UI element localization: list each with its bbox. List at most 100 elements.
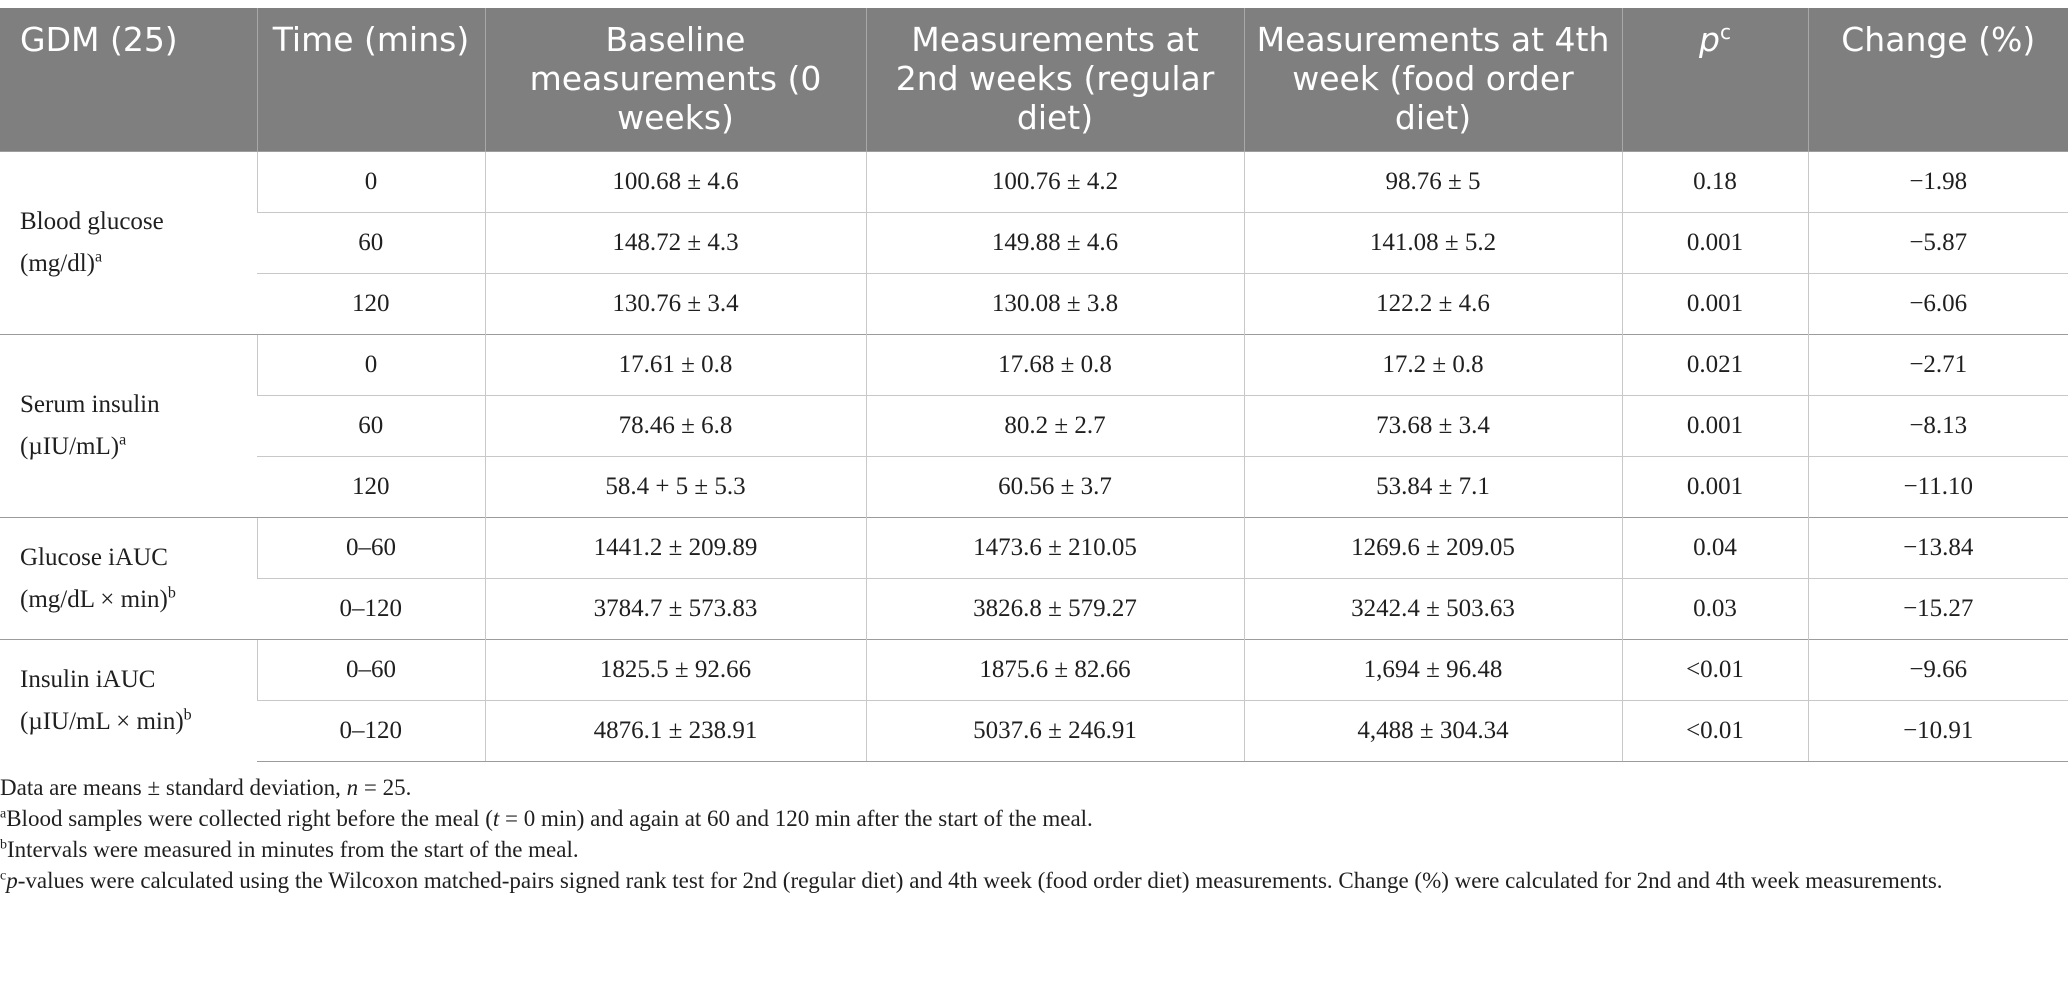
parameter-name: Glucose iAUC [20,543,168,571]
cell-change: −15.27 [1807,578,2068,640]
cell-change: −8.13 [1807,395,2068,457]
parameter-footnote-marker: b [183,706,192,724]
cell-change: −5.87 [1807,212,2068,274]
footnote-b: bIntervals were measured in minutes from… [0,834,2068,865]
footnote-a-prefix: Blood samples were collected right befor… [6,806,493,831]
cell-p: 0.001 [1621,456,1808,518]
cell-p: <0.01 [1621,700,1808,762]
table-row: Blood glucose (mg/dl)a 0 100.68 ± 4.6 100.76… [0,151,2068,335]
cell-week4: 1,694 ± 96.48 [1243,639,1622,701]
footnote-a-t: t [492,806,500,831]
cell-p: 0.04 [1621,517,1808,579]
header-p-sup: c [1719,20,1731,44]
cell-baseline: 3784.7 ± 573.83 [484,578,866,640]
footnote-c-text: -values were calculated using the Wilcox… [17,868,1943,893]
cell-baseline: 1825.5 ± 92.66 [484,639,866,701]
parameter-unit: (µIU/mL × min) [20,707,184,735]
cell-p: 0.03 [1621,578,1808,640]
header-change: Change (%) [1807,8,2068,152]
cell-change: −1.98 [1807,151,2068,213]
cell-baseline: 17.61 ± 0.8 [484,334,866,396]
cell-change: −2.71 [1807,334,2068,396]
cell-week2: 100.76 ± 4.2 [865,151,1244,213]
cell-time: 0 [256,334,485,396]
parameter-footnote-marker: b [167,584,176,602]
header-baseline: Baseline measurements (0 weeks) [484,8,866,152]
header-group: GDM (25) [0,8,257,152]
results-table: GDM (25) Time (mins) Baseline measuremen… [0,8,2068,762]
cell-p: 0.001 [1621,395,1808,457]
cell-time: 120 [257,273,485,335]
footnote-b-marker: b [0,837,7,853]
cell-week2: 1875.6 ± 82.66 [865,639,1244,701]
footnote-b-text: Intervals were measured in minutes from … [7,837,579,862]
cell-week4: 98.76 ± 5 [1243,151,1622,213]
cell-baseline: 148.72 ± 4.3 [484,212,866,274]
parameter-name: Serum insulin [20,391,160,418]
cell-time: 0–120 [257,700,485,762]
footnote-a-marker: a [0,806,7,822]
parameter-name: Insulin iAUC [20,665,156,693]
cell-change: −13.84 [1807,517,2068,579]
footnote-a-suffix: = 0 min) and again at 60 and 120 min aft… [499,806,1093,831]
cell-week4: 122.2 ± 4.6 [1243,273,1622,335]
cell-week2: 149.88 ± 4.6 [865,212,1244,274]
header-p-letter: p [1699,20,1720,59]
footnotes: Data are means ± standard deviation, n =… [0,762,2068,896]
cell-week4: 73.68 ± 3.4 [1243,395,1622,457]
cell-baseline: 78.46 ± 6.8 [484,395,866,457]
cell-week2: 1473.6 ± 210.05 [865,517,1244,579]
cell-baseline: 130.76 ± 3.4 [484,273,866,335]
cell-week2: 60.56 ± 3.7 [865,456,1244,518]
cell-baseline: 58.4 + 5 ± 5.3 [484,456,866,518]
cell-week4: 1269.6 ± 209.05 [1243,517,1622,579]
cell-change: −6.06 [1807,273,2068,335]
table-row: Serum insulin (µIU/mL)a 0 17.61 ± 0.8 17.68 … [0,334,2068,518]
cell-week4: 3242.4 ± 503.63 [1243,578,1622,640]
table-body: Blood glucose (mg/dl)a 0 100.68 ± 4.6 100.76… [0,151,2068,762]
results-table-container: GDM (25) Time (mins) Baseline measuremen… [0,8,2068,896]
cell-week2: 80.2 ± 2.7 [865,395,1244,457]
cell-baseline: 100.68 ± 4.6 [484,151,866,213]
cell-p: 0.001 [1621,273,1808,335]
footnote-data: Data are means ± standard deviation, n =… [0,772,2068,803]
parameter-name: Blood glucose [20,208,164,235]
cell-change: −9.66 [1807,639,2068,701]
footnote-data-suffix: = 25. [358,775,412,800]
footnote-data-prefix: Data are means ± standard deviation, [0,775,347,800]
header-week2: Measurements at 2nd weeks (regular diet) [865,8,1244,152]
cell-time: 0–60 [256,639,485,701]
cell-time: 0–120 [257,578,485,640]
parameter-unit: (mg/dL × min) [20,585,168,613]
footnote-c-marker: c [0,868,7,884]
cell-change: −11.10 [1807,456,2068,518]
cell-p: <0.01 [1621,639,1808,701]
cell-time: 60 [257,212,485,274]
header-row: GDM (25) Time (mins) Baseline measuremen… [0,8,2068,152]
cell-time: 60 [257,395,485,457]
cell-week4: 17.2 ± 0.8 [1243,334,1622,396]
parameter-label: Glucose iAUC (mg/dL × min)b [0,517,257,640]
table-row: Glucose iAUC (mg/dL × min)b 0–60 1441.2 ± 2… [0,517,2068,640]
cell-time: 120 [257,456,485,518]
cell-time: 0–60 [256,517,485,579]
parameter-unit: (mg/dl) [20,250,95,277]
parameter-footnote-marker: a [95,248,103,266]
cell-week4: 141.08 ± 5.2 [1243,212,1622,274]
header-week4: Measurements at 4th week (food order die… [1243,8,1622,152]
parameter-footnote-marker: a [119,431,127,449]
cell-baseline: 4876.1 ± 238.91 [484,700,866,762]
parameter-unit: (µIU/mL) [20,433,120,460]
table-row: 60 148.72 ± 4.3 149.88 ± 4.6 141.08 ± 5.2 0.… [0,212,2068,274]
footnote-c: cp-values were calculated using the Wilc… [0,865,2068,896]
cell-week2: 3826.8 ± 579.27 [865,578,1244,640]
footnote-a: aBlood samples were collected right befo… [0,803,2068,834]
cell-week2: 5037.6 ± 246.91 [865,700,1244,762]
cell-p: 0.18 [1621,151,1808,213]
header-time: Time (mins) [256,8,485,152]
table-row: 0–120 4876.1 ± 238.91 5037.6 ± 246.91 4,488… [0,700,2068,762]
cell-p: 0.001 [1621,212,1808,274]
cell-change: −10.91 [1807,700,2068,762]
footnote-data-n: n [346,775,359,800]
table-row: 60 78.46 ± 6.8 80.2 ± 2.7 73.68 ± 3.4 0.001−… [0,395,2068,457]
